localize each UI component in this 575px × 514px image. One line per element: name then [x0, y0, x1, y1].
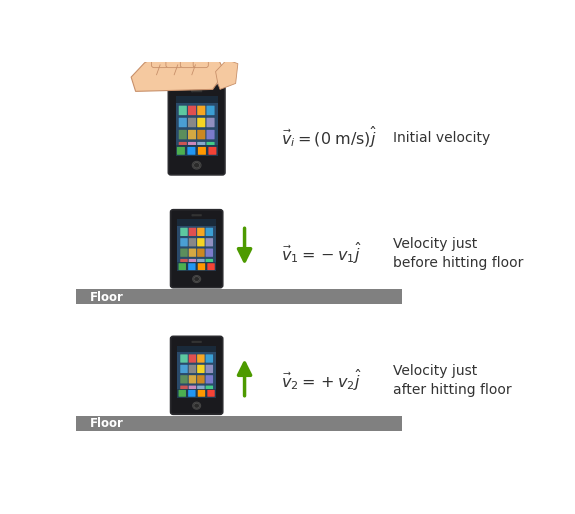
Circle shape	[192, 341, 194, 343]
FancyBboxPatch shape	[171, 210, 223, 288]
FancyBboxPatch shape	[76, 289, 401, 304]
FancyBboxPatch shape	[197, 238, 205, 246]
FancyBboxPatch shape	[180, 365, 187, 373]
FancyBboxPatch shape	[188, 130, 196, 139]
FancyBboxPatch shape	[197, 228, 205, 236]
FancyBboxPatch shape	[188, 142, 196, 152]
FancyBboxPatch shape	[198, 263, 205, 270]
FancyBboxPatch shape	[191, 341, 202, 343]
FancyBboxPatch shape	[189, 238, 196, 246]
FancyBboxPatch shape	[206, 249, 213, 257]
FancyBboxPatch shape	[175, 145, 218, 156]
FancyBboxPatch shape	[193, 40, 208, 68]
FancyBboxPatch shape	[198, 390, 205, 397]
FancyBboxPatch shape	[206, 106, 214, 115]
FancyBboxPatch shape	[197, 354, 205, 363]
FancyBboxPatch shape	[206, 228, 213, 236]
FancyBboxPatch shape	[178, 219, 216, 226]
FancyBboxPatch shape	[206, 386, 213, 394]
Text: $\vec{v}_i = (0\;\mathrm{m/s})\hat{j}$: $\vec{v}_i = (0\;\mathrm{m/s})\hat{j}$	[281, 125, 378, 150]
FancyBboxPatch shape	[175, 96, 218, 103]
FancyBboxPatch shape	[168, 85, 225, 175]
FancyBboxPatch shape	[198, 147, 206, 155]
FancyBboxPatch shape	[179, 130, 187, 139]
FancyBboxPatch shape	[197, 375, 205, 383]
FancyBboxPatch shape	[188, 106, 196, 115]
FancyBboxPatch shape	[197, 142, 205, 152]
FancyBboxPatch shape	[180, 354, 187, 363]
FancyBboxPatch shape	[189, 228, 196, 236]
FancyBboxPatch shape	[208, 147, 216, 155]
FancyBboxPatch shape	[206, 118, 214, 127]
FancyBboxPatch shape	[189, 386, 196, 394]
FancyBboxPatch shape	[191, 90, 202, 92]
FancyBboxPatch shape	[178, 262, 216, 271]
Text: Initial velocity: Initial velocity	[393, 131, 490, 144]
Text: Floor: Floor	[90, 417, 124, 430]
FancyBboxPatch shape	[208, 263, 214, 270]
FancyBboxPatch shape	[197, 249, 205, 257]
Text: Velocity just
after hitting floor: Velocity just after hitting floor	[393, 363, 511, 397]
FancyBboxPatch shape	[188, 263, 196, 270]
FancyBboxPatch shape	[197, 106, 205, 115]
FancyBboxPatch shape	[175, 96, 218, 156]
Circle shape	[193, 276, 201, 283]
FancyBboxPatch shape	[206, 130, 214, 139]
FancyBboxPatch shape	[179, 106, 187, 115]
Circle shape	[193, 402, 201, 409]
Polygon shape	[216, 60, 238, 89]
FancyBboxPatch shape	[181, 36, 196, 68]
FancyBboxPatch shape	[189, 354, 196, 363]
FancyBboxPatch shape	[180, 259, 187, 267]
FancyBboxPatch shape	[197, 130, 205, 139]
FancyBboxPatch shape	[171, 336, 223, 414]
FancyBboxPatch shape	[179, 263, 186, 270]
FancyBboxPatch shape	[188, 390, 196, 397]
FancyBboxPatch shape	[178, 389, 216, 398]
Circle shape	[192, 161, 201, 169]
FancyBboxPatch shape	[180, 228, 187, 236]
FancyBboxPatch shape	[206, 238, 213, 246]
FancyBboxPatch shape	[151, 37, 168, 68]
FancyBboxPatch shape	[206, 365, 213, 373]
FancyBboxPatch shape	[189, 375, 196, 383]
FancyBboxPatch shape	[166, 35, 182, 68]
FancyBboxPatch shape	[189, 365, 196, 373]
FancyBboxPatch shape	[177, 147, 185, 155]
FancyBboxPatch shape	[180, 238, 187, 246]
FancyBboxPatch shape	[178, 346, 216, 398]
Text: $\vec{v}_2 = +v_2\hat{j}$: $\vec{v}_2 = +v_2\hat{j}$	[281, 368, 362, 393]
FancyBboxPatch shape	[180, 249, 187, 257]
FancyBboxPatch shape	[197, 118, 205, 127]
FancyBboxPatch shape	[206, 142, 214, 152]
FancyBboxPatch shape	[76, 416, 401, 431]
FancyBboxPatch shape	[206, 259, 213, 267]
FancyBboxPatch shape	[189, 249, 196, 257]
FancyBboxPatch shape	[188, 118, 196, 127]
FancyBboxPatch shape	[187, 147, 196, 155]
FancyBboxPatch shape	[197, 386, 205, 394]
FancyBboxPatch shape	[191, 214, 202, 216]
FancyBboxPatch shape	[179, 142, 187, 152]
FancyBboxPatch shape	[197, 259, 205, 267]
FancyBboxPatch shape	[179, 390, 186, 397]
Text: Velocity just
before hitting floor: Velocity just before hitting floor	[393, 237, 523, 270]
Circle shape	[191, 90, 194, 92]
FancyBboxPatch shape	[208, 390, 214, 397]
FancyBboxPatch shape	[197, 365, 205, 373]
FancyBboxPatch shape	[178, 346, 216, 352]
FancyBboxPatch shape	[179, 118, 187, 127]
FancyBboxPatch shape	[180, 375, 187, 383]
Text: Floor: Floor	[90, 290, 124, 304]
FancyBboxPatch shape	[178, 219, 216, 271]
Polygon shape	[131, 51, 225, 91]
FancyBboxPatch shape	[180, 386, 187, 394]
FancyBboxPatch shape	[206, 375, 213, 383]
Circle shape	[192, 214, 194, 216]
FancyBboxPatch shape	[189, 259, 196, 267]
FancyBboxPatch shape	[206, 354, 213, 363]
Text: $\vec{v}_1 = -v_1\hat{j}$: $\vec{v}_1 = -v_1\hat{j}$	[281, 241, 362, 266]
